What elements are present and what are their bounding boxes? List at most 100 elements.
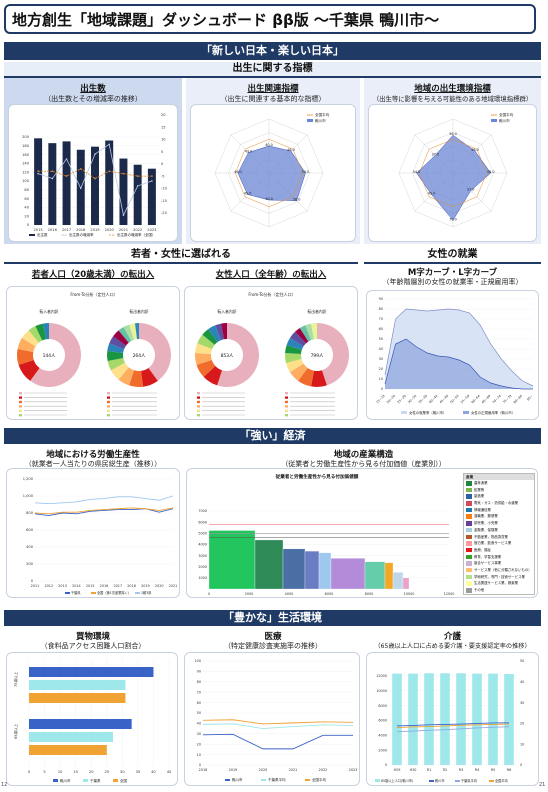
mcurve-xtick: 55~59: [460, 394, 470, 404]
mcurve-xtick: 15~19: [375, 394, 385, 404]
births-national-line-point: [37, 170, 39, 173]
female-svg-in-slice: [208, 325, 222, 343]
industry-bar: [254, 539, 284, 590]
medical-panel: 0 10 20 30 40 50 60 70 80 90 100 2018 2019 2020 2021 20…: [184, 652, 360, 786]
mcurve-legend-1: 女性の正規雇用率（鴨川市）: [471, 410, 515, 415]
mcurve-xtick: 20~24: [386, 394, 396, 404]
female-svg-out-legend-sw: [285, 396, 288, 399]
industry-xtick: 6000: [325, 592, 334, 596]
section-young-women: 若者・女性に選ばれる: [4, 248, 358, 264]
page-number-left: 12: [1, 782, 8, 788]
care-xtick: R1: [427, 768, 432, 772]
female-svg-in-slice: [221, 323, 227, 340]
medical-line-1: [202, 723, 354, 730]
radar1-svg-area: [237, 145, 306, 201]
industry-legend-swatch: [466, 527, 472, 533]
female-svg-out-slice: [317, 323, 349, 386]
female-svg-out-slice: [298, 367, 315, 387]
mcurve-title: M字カーブ・L字カーブ: [407, 268, 498, 278]
care-y2tick: 0: [520, 763, 522, 767]
care-title: 介護: [443, 632, 461, 642]
industry-legend-item: 鉱業等: [464, 487, 534, 494]
mcurve-subtitle: （年齢階層別の女性の就業率・正規雇用率）: [382, 278, 523, 286]
shopping-legend-sw-0: [53, 779, 58, 782]
care-legend-sw-2: [455, 780, 460, 782]
births-xtick: 2018: [76, 228, 86, 232]
mcurve-xtick: 85~: [526, 394, 534, 402]
mcurve-ytick: 40: [379, 347, 383, 351]
radar2-svg-value: 45.0: [428, 191, 436, 195]
youth-svg-out-legend-sw: [107, 409, 110, 412]
lp-xtick: 2012: [44, 584, 53, 588]
radar2-svg-value: 56.0: [487, 170, 495, 174]
industry-ytick: 7000: [198, 509, 207, 513]
youth-svg-in-slice: [21, 330, 39, 347]
radar2-svg-legend-0: 全国平均: [499, 112, 514, 117]
medical-legend-2: 全国平均: [312, 777, 326, 782]
female-svg-out-slice: [286, 337, 304, 351]
industry-xtick: 4000: [285, 592, 294, 596]
industry-title: 地域の産業構造: [333, 450, 394, 460]
youth-svg-out-slice: [129, 370, 144, 387]
industry-legend-swatch: [466, 481, 472, 486]
labor-productivity-chart: 0 200 400 600 800 1,000 1,200 2011 2012 2013 2014 2…: [23, 477, 178, 595]
shopping-xtick: 25: [104, 770, 109, 774]
mcurve-legend-sw-0: [401, 411, 407, 414]
industry-legend-swatch: [466, 514, 472, 519]
industry-legend-item: 医療，福祉: [464, 547, 534, 554]
births-rate-line-point: [51, 177, 54, 180]
shopping-panel: 0 5 10 15 20 25 30 35 40 45 75歳以上 65歳以上 鴨川市 千葉県 全国: [6, 652, 178, 786]
births-xtick: 2016: [48, 228, 58, 232]
shopping-group-label: 75歳以上: [13, 671, 18, 687]
shopping-legend-0: 鴨川市: [60, 778, 71, 783]
medical-xtick: 2022: [319, 768, 328, 772]
births-national-line-point: [94, 177, 96, 180]
mcurve-xtick: 50~54: [449, 394, 459, 404]
youth-svg-out-label: 転出者内訳: [130, 309, 149, 314]
births-bar: [62, 141, 71, 225]
industry-xtick: 8000: [365, 592, 374, 596]
youth-svg-in-legend-sw: [19, 400, 22, 404]
youth-svg-out-slice: [107, 343, 125, 353]
shopping-bar: [29, 719, 132, 729]
births-y2tick: 20: [161, 113, 166, 117]
industry-legend-swatch: [466, 494, 472, 499]
medical-xtick: 2023: [349, 768, 358, 772]
female-svg-in-slice: [215, 323, 225, 341]
youth-svg-out-slice: [141, 367, 158, 387]
industry-legend-label: 製造業: [474, 494, 485, 499]
radar1-svg-value: 40.0: [265, 197, 273, 201]
births-legend-1: 出生数の増減率: [69, 232, 94, 237]
female-svg-in-label: 転入者内訳: [218, 309, 237, 314]
mcurve-xtick: 80~84: [513, 394, 523, 404]
female-svg-in-legend-sw: [197, 414, 200, 417]
industry-legend-item: 教育，学習支援業: [464, 554, 534, 561]
radar1-svg-value: 45.0: [244, 191, 252, 195]
births-y2tick: -5: [161, 174, 165, 178]
births-rate-line-point: [136, 185, 139, 187]
care-xtick: R2: [443, 768, 448, 772]
industry-legend-items: 農林漁業 鉱業等 製造業 電気・ガス・熱供給・水道業 情報通信業 運輸業，郵便業 卸売業，小…: [464, 480, 534, 594]
births-bar: [91, 146, 99, 225]
female-svg-out-slice: [299, 325, 312, 342]
shopping-title: 買物環境: [75, 632, 110, 642]
industry-bar: [304, 550, 320, 590]
industry-legend-swatch: [466, 534, 472, 539]
births-legend-0: 出生数: [37, 232, 48, 237]
youth-svg-in-legend-sw: [19, 392, 22, 395]
lp-xtick: 2017: [113, 584, 122, 588]
births-rate-line-point: [94, 153, 96, 155]
care-ytick: 0: [385, 763, 387, 767]
shopping-bar: [29, 667, 154, 677]
births-national-line: [38, 168, 152, 180]
lp-ytick: 1,200: [23, 477, 34, 481]
industry-legend-swatch: [466, 581, 472, 586]
youth-svg-title: From-To分析（定住人口）: [70, 291, 117, 297]
care-bar: [440, 673, 450, 765]
industry-legend: 産業 農林漁業 鉱業等 製造業 電気・ガス・熱供給・水道業 情報通信業 運輸業，郵便業 卸売…: [463, 473, 535, 595]
births-y2tick: 5: [161, 150, 163, 154]
shopping-xtick: 40: [151, 770, 156, 774]
youth-svg-out-slice: [113, 330, 129, 346]
industry-legend-label: 金融業，保険業: [474, 527, 498, 532]
shopping-xtick: 30: [120, 770, 125, 774]
